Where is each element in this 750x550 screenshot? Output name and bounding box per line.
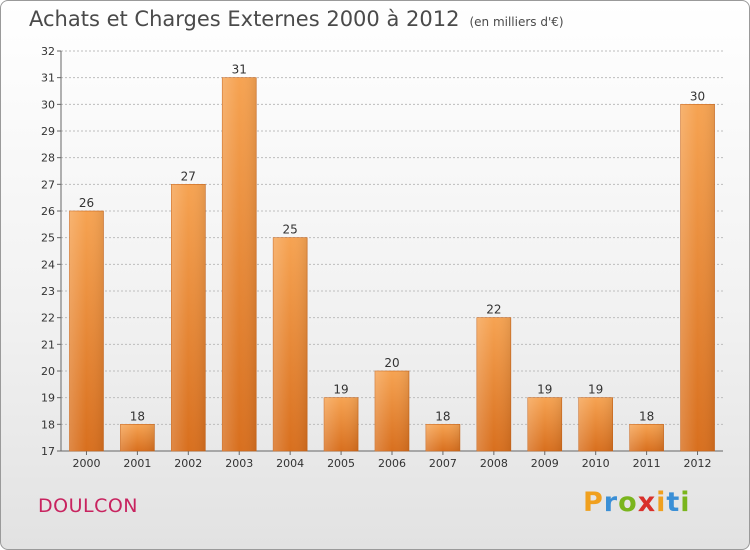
y-tick-label: 31 [41, 72, 55, 85]
data-label: 19 [333, 383, 348, 397]
bar-shine [527, 397, 562, 451]
y-tick-label: 29 [41, 125, 55, 138]
x-tick-label: 2011 [633, 457, 661, 470]
data-label: 26 [79, 196, 94, 210]
bars [69, 77, 715, 452]
logo-letter: i [680, 487, 691, 518]
x-tick-label: 2007 [429, 457, 457, 470]
commune-name: DOULCON [38, 495, 139, 517]
bar-shine [324, 397, 359, 451]
data-label: 31 [232, 63, 247, 77]
x-tick-label: 2010 [582, 457, 610, 470]
x-tick-label: 2004 [276, 457, 304, 470]
data-label: 19 [537, 383, 552, 397]
y-tick-label: 19 [41, 392, 55, 405]
bar-shine [171, 184, 206, 452]
logo-letter: P [583, 487, 604, 518]
logo-letter: i [656, 487, 667, 518]
data-label: 18 [130, 409, 145, 423]
x-tick-label: 2005 [327, 457, 355, 470]
x-tick-label: 2012 [684, 457, 712, 470]
logo-letter: r [603, 487, 619, 518]
data-label: 30 [690, 89, 705, 103]
bar-shine [273, 237, 308, 451]
logo-letter: t [666, 487, 681, 518]
logo-letter: o [618, 487, 638, 518]
y-tick-label: 28 [41, 152, 55, 165]
y-tick-label: 27 [41, 178, 55, 191]
data-label: 19 [588, 383, 603, 397]
y-tick-label: 23 [41, 285, 55, 298]
bar-shine [69, 211, 104, 451]
y-tick-label: 24 [41, 258, 55, 271]
data-label: 18 [435, 409, 450, 423]
bar-shine [680, 104, 715, 451]
data-label: 25 [283, 223, 298, 237]
x-tick-label: 2009 [531, 457, 559, 470]
data-label: 27 [181, 169, 196, 183]
y-tick-label: 22 [41, 312, 55, 325]
x-tick-label: 2008 [480, 457, 508, 470]
bar-shine [629, 424, 664, 451]
bar-shine [425, 424, 460, 451]
y-tick-label: 25 [41, 232, 55, 245]
x-tick-label: 2000 [72, 457, 100, 470]
y-tick-label: 18 [41, 418, 55, 431]
y-tick-label: 17 [41, 445, 55, 458]
data-label: 22 [486, 303, 501, 317]
labels: 17 18 19 20 21 22 23 24 25 26 27 28 29 30 31 32 26 2000 18… [41, 45, 712, 470]
chart-title: Achats et Charges Externes 2000 à 2012 (e… [29, 7, 564, 31]
bar-shine [120, 424, 155, 451]
bar-shine [222, 77, 257, 452]
bar-shine [578, 397, 613, 451]
x-tick-label: 2003 [225, 457, 253, 470]
data-label: 20 [384, 356, 399, 370]
y-tick-label: 21 [41, 338, 55, 351]
bar-shine [375, 371, 409, 451]
x-tick-label: 2001 [123, 457, 151, 470]
logo-letter: x [637, 487, 657, 518]
y-tick-label: 26 [41, 205, 55, 218]
y-tick-label: 30 [41, 98, 55, 111]
y-tick-label: 32 [41, 45, 55, 58]
x-tick-label: 2002 [174, 457, 202, 470]
chart-title-text: Achats et Charges Externes 2000 à 2012 [29, 7, 460, 31]
bar-shine [476, 317, 511, 451]
proxiti-logo: Proxiti [583, 487, 691, 518]
chart-subtitle: (en milliers d'€) [469, 15, 564, 29]
x-tick-label: 2006 [378, 457, 406, 470]
y-tick-label: 20 [41, 365, 55, 378]
data-label: 18 [639, 409, 654, 423]
